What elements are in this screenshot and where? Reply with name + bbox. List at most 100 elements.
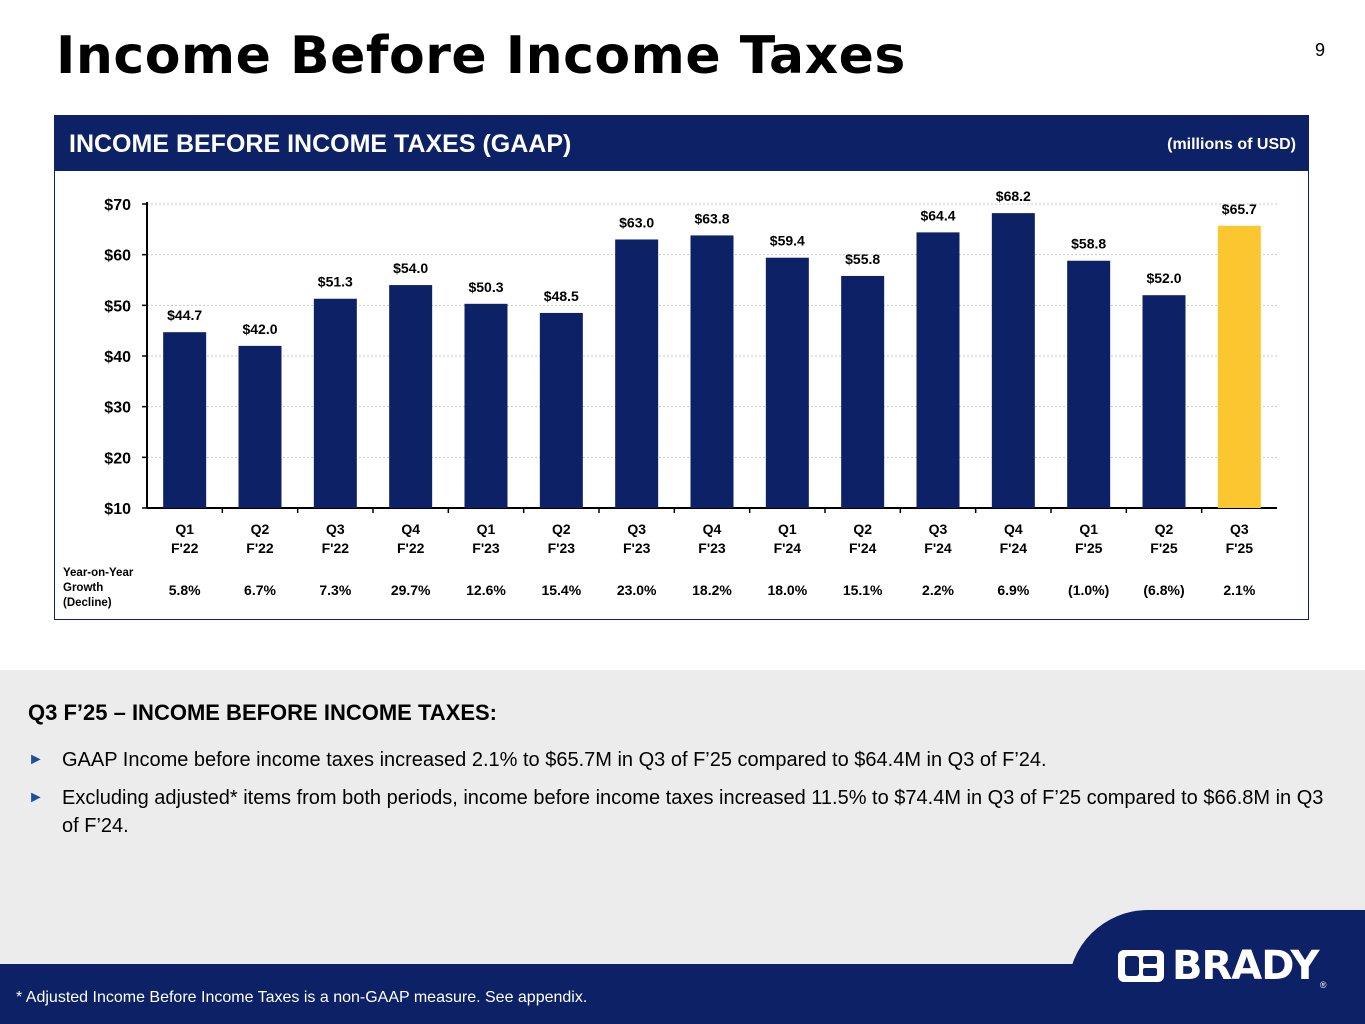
x-tick-label: Q4 bbox=[401, 521, 420, 537]
bar-value-label: $65.7 bbox=[1222, 201, 1257, 217]
triangle-right-icon: ► bbox=[28, 751, 44, 768]
growth-value: 2.1% bbox=[1223, 582, 1255, 598]
growth-value: 15.1% bbox=[843, 582, 883, 598]
bar-value-label: $50.3 bbox=[468, 279, 503, 295]
bar bbox=[765, 257, 809, 508]
bar bbox=[389, 285, 433, 508]
bar-value-label: $63.8 bbox=[694, 210, 729, 226]
x-tick-label: F'22 bbox=[171, 540, 199, 556]
bar-value-label: $68.2 bbox=[996, 188, 1031, 204]
bar-value-label: $51.3 bbox=[318, 274, 353, 290]
y-tick-label: $10 bbox=[104, 501, 131, 518]
y-tick-label: $20 bbox=[104, 450, 131, 467]
x-tick-label: Q1 bbox=[1079, 521, 1098, 537]
bar bbox=[615, 239, 659, 508]
bar bbox=[163, 332, 207, 508]
x-tick-label: F'23 bbox=[623, 540, 651, 556]
bar-value-label: $48.5 bbox=[544, 288, 579, 304]
x-tick-label: Q4 bbox=[1004, 521, 1023, 537]
summary-heading: Q3 F’25 – INCOME BEFORE INCOME TAXES: bbox=[28, 700, 497, 725]
x-tick-label: Q1 bbox=[477, 521, 496, 537]
x-tick-label: F'24 bbox=[774, 540, 802, 556]
growth-value: 12.6% bbox=[466, 582, 506, 598]
bar bbox=[1067, 260, 1111, 508]
x-tick-label: F'25 bbox=[1075, 540, 1103, 556]
bar bbox=[841, 275, 885, 508]
x-tick-label: Q2 bbox=[552, 521, 571, 537]
bullet-text: GAAP Income before income taxes increase… bbox=[62, 749, 1047, 771]
x-tick-label: Q4 bbox=[703, 521, 722, 537]
x-tick-label: Q1 bbox=[175, 521, 194, 537]
panel-units: (millions of USD) bbox=[1167, 136, 1296, 153]
x-tick-label: Q3 bbox=[627, 521, 646, 537]
growth-value: 2.2% bbox=[922, 582, 954, 598]
x-tick-label: F'23 bbox=[698, 540, 726, 556]
bullet-item: ► GAAP Income before income taxes increa… bbox=[28, 746, 1338, 774]
growth-row-label: Year-on-Year Growth (Decline) bbox=[63, 566, 153, 611]
x-tick-label: F'23 bbox=[472, 540, 500, 556]
bar-value-label: $52.0 bbox=[1146, 270, 1181, 286]
bar-value-label: $58.8 bbox=[1071, 236, 1106, 252]
y-tick-label: $60 bbox=[104, 248, 131, 265]
x-tick-label: Q1 bbox=[778, 521, 797, 537]
brand-name: BRADY bbox=[1172, 943, 1320, 989]
bar bbox=[539, 312, 583, 508]
growth-label-line: (Decline) bbox=[63, 597, 112, 609]
bar bbox=[464, 303, 508, 508]
brady-mark-icon bbox=[1118, 950, 1164, 982]
x-tick-label: F'23 bbox=[548, 540, 576, 556]
y-tick-label: $70 bbox=[104, 197, 131, 214]
growth-label-line: Growth bbox=[63, 582, 104, 594]
x-tick-label: F'24 bbox=[849, 540, 877, 556]
x-tick-label: F'22 bbox=[246, 540, 274, 556]
bar-value-label: $54.0 bbox=[393, 260, 428, 276]
growth-value: (1.0%) bbox=[1068, 582, 1109, 598]
growth-value: (6.8%) bbox=[1143, 582, 1184, 598]
x-tick-label: Q3 bbox=[326, 521, 345, 537]
bar bbox=[313, 298, 357, 508]
x-tick-label: Q2 bbox=[853, 521, 872, 537]
bar-value-label: $44.7 bbox=[167, 307, 202, 323]
y-tick-label: $50 bbox=[104, 298, 131, 315]
x-tick-label: F'25 bbox=[1150, 540, 1178, 556]
x-tick-label: F'22 bbox=[397, 540, 425, 556]
logo-tab bbox=[1068, 910, 1365, 1024]
bar bbox=[690, 235, 734, 508]
growth-value: 18.0% bbox=[767, 582, 807, 598]
x-tick-label: Q2 bbox=[251, 521, 270, 537]
bullet-list: ► GAAP Income before income taxes increa… bbox=[28, 746, 1338, 850]
growth-value: 6.7% bbox=[244, 582, 276, 598]
triangle-right-icon: ► bbox=[28, 789, 44, 806]
growth-label-line: Year-on-Year bbox=[63, 567, 134, 579]
footnote: * Adjusted Income Before Income Taxes is… bbox=[16, 989, 588, 1006]
bar-value-label: $55.8 bbox=[845, 251, 880, 267]
y-tick-label: $40 bbox=[104, 349, 131, 366]
brand-logo: BRADY ® bbox=[1118, 943, 1327, 990]
x-tick-label: F'24 bbox=[924, 540, 952, 556]
page-title: Income Before Income Taxes bbox=[56, 26, 906, 86]
x-tick-label: F'22 bbox=[322, 540, 350, 556]
chart-panel: INCOME BEFORE INCOME TAXES (GAAP) (milli… bbox=[54, 115, 1309, 620]
growth-value: 5.8% bbox=[169, 582, 201, 598]
growth-value: 6.9% bbox=[997, 582, 1029, 598]
x-tick-label: Q3 bbox=[1230, 521, 1249, 537]
page-number: 9 bbox=[1314, 40, 1325, 60]
bar-value-label: $42.0 bbox=[242, 321, 277, 337]
bullet-text: Excluding adjusted* items from both peri… bbox=[62, 787, 1324, 837]
bullet-item: ► Excluding adjusted* items from both pe… bbox=[28, 784, 1338, 840]
growth-value: 23.0% bbox=[617, 582, 657, 598]
growth-value: 18.2% bbox=[692, 582, 732, 598]
bar bbox=[238, 345, 282, 508]
x-tick-label: F'25 bbox=[1226, 540, 1254, 556]
x-tick-label: F'24 bbox=[1000, 540, 1028, 556]
panel-header: INCOME BEFORE INCOME TAXES (GAAP) (milli… bbox=[55, 116, 1308, 171]
bar-chart: $10 $20 $30 $40 $50 $60 $70 $44.7 Q1 F'22 5.8% $42.… bbox=[104, 188, 1277, 598]
panel-title: INCOME BEFORE INCOME TAXES (GAAP) bbox=[69, 130, 572, 158]
bar-value-label: $59.4 bbox=[770, 233, 805, 249]
bar bbox=[916, 232, 960, 508]
x-tick-label: Q2 bbox=[1155, 521, 1174, 537]
y-tick-label: $30 bbox=[104, 400, 131, 417]
bar bbox=[1142, 295, 1186, 508]
bar bbox=[1217, 225, 1261, 508]
bar-value-label: $63.0 bbox=[619, 214, 654, 230]
